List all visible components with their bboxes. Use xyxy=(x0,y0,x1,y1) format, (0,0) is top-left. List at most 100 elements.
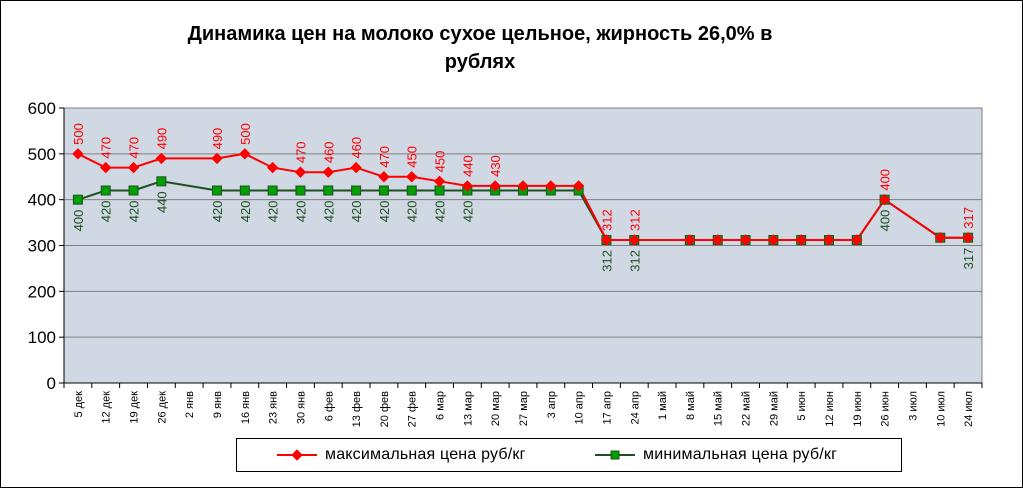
x-tick-label: 27 фев xyxy=(407,391,419,427)
data-label-min: 420 xyxy=(238,201,253,223)
point-max xyxy=(239,148,251,160)
point-max xyxy=(712,234,724,246)
x-tick-label: 15 май xyxy=(713,391,725,426)
point-min xyxy=(239,185,250,196)
data-label-max: 440 xyxy=(460,155,475,177)
chart-title-line-1: Динамика цен на молоко сухое цельное, жи… xyxy=(187,23,773,45)
x-tick-label: 5 дек xyxy=(73,391,85,418)
x-tick-label: 30 янв xyxy=(295,391,307,424)
data-label-max: 450 xyxy=(433,151,448,173)
data-label-min: 400 xyxy=(878,210,893,232)
x-tick-label: 3 июл xyxy=(907,391,919,421)
y-tick-label: 100 xyxy=(28,328,56,347)
data-label-min: 420 xyxy=(266,201,281,223)
data-label-min: 420 xyxy=(293,201,308,223)
x-tick-label: 20 мар xyxy=(490,391,502,426)
data-label-max: 317 xyxy=(961,207,976,229)
point-max xyxy=(155,152,168,165)
point-max xyxy=(350,161,362,174)
data-label-min: 420 xyxy=(210,201,225,223)
point-min xyxy=(378,185,389,196)
data-label-max: 460 xyxy=(349,137,364,159)
x-tick-label: 6 фев xyxy=(323,391,335,421)
point-max xyxy=(962,232,974,244)
data-label-max: 470 xyxy=(99,137,114,159)
x-tick-label: 5 июн xyxy=(796,391,808,421)
point-max xyxy=(795,234,807,246)
point-max xyxy=(517,180,529,192)
x-tick-label: 13 мар xyxy=(462,391,474,426)
point-max xyxy=(767,234,780,246)
chart-title-line-2: рублях xyxy=(444,51,516,73)
point-max xyxy=(878,193,891,206)
x-tick-label: 19 дек xyxy=(129,391,141,424)
x-tick-label: 26 июн xyxy=(880,391,892,427)
point-min xyxy=(212,185,222,196)
x-tick-label: 8 май xyxy=(685,391,697,420)
data-label-max: 470 xyxy=(377,146,392,168)
data-label-max: 470 xyxy=(293,141,308,163)
x-tick-label: 24 апр xyxy=(629,391,641,424)
point-max xyxy=(934,232,946,244)
data-label-min: 420 xyxy=(321,201,336,223)
legend-label-min: минимальная цена руб/кг xyxy=(643,446,838,463)
legend-swatch-min xyxy=(595,450,635,460)
x-tick-label: 27 мар xyxy=(518,391,530,426)
point-max xyxy=(100,161,112,174)
point-min xyxy=(434,185,445,196)
point-max xyxy=(684,234,696,246)
data-label-max: 500 xyxy=(238,123,253,145)
data-label-max: 470 xyxy=(127,137,142,159)
data-label-min: 420 xyxy=(433,201,448,223)
x-tick-label: 6 мар xyxy=(435,391,447,420)
point-min xyxy=(128,185,139,196)
y-tick-label: 300 xyxy=(28,237,56,256)
data-label-min: 420 xyxy=(405,201,420,223)
legend-item-min: минимальная цена руб/кг xyxy=(595,439,837,471)
data-label-min: 420 xyxy=(99,201,114,223)
point-max xyxy=(628,234,640,246)
x-tick-label: 17 апр xyxy=(601,391,613,424)
x-tick-label: 19 июн xyxy=(852,391,864,427)
x-tick-label: 23 янв xyxy=(268,391,280,424)
x-tick-label: 24 июл xyxy=(963,391,975,427)
x-tick-label: 20 фев xyxy=(379,391,391,427)
point-max xyxy=(545,180,557,192)
legend: максимальная цена руб/кг минимальная цен… xyxy=(236,438,902,472)
point-max xyxy=(211,152,223,165)
data-label-min: 312 xyxy=(627,250,642,272)
y-tick-label: 200 xyxy=(28,282,56,301)
point-max xyxy=(851,234,863,246)
legend-swatch-max xyxy=(277,449,317,461)
y-tick-label: 600 xyxy=(28,99,56,118)
point-max xyxy=(127,161,140,174)
data-label-min: 312 xyxy=(599,250,614,272)
data-label-max: 460 xyxy=(321,141,336,163)
x-tick-label: 10 апр xyxy=(574,391,586,424)
point-min xyxy=(72,194,83,205)
chart-title: Динамика цен на молоко сухое цельное, жи… xyxy=(90,20,870,76)
point-max xyxy=(739,234,752,246)
data-label-max: 490 xyxy=(154,128,169,150)
point-min xyxy=(351,185,362,196)
data-label-min: 440 xyxy=(154,191,169,213)
y-tick-label: 500 xyxy=(28,145,56,164)
x-tick-label: 22 май xyxy=(741,391,753,426)
point-max xyxy=(266,161,279,174)
point-max xyxy=(461,180,474,192)
legend-label-max: максимальная цена руб/кг xyxy=(325,446,526,463)
data-label-min: 317 xyxy=(961,248,976,270)
x-tick-label: 29 май xyxy=(768,391,780,426)
x-tick-label: 2 янв xyxy=(184,391,196,418)
x-tick-label: 12 дек xyxy=(101,391,113,424)
x-tick-label: 16 янв xyxy=(240,391,252,424)
x-tick-label: 12 июн xyxy=(824,391,836,427)
point-min xyxy=(295,185,306,196)
x-tick-label: 26 дек xyxy=(156,391,168,424)
point-max xyxy=(322,166,334,178)
y-tick-label: 400 xyxy=(28,191,56,210)
point-max xyxy=(294,166,307,178)
x-tick-label: 13 фев xyxy=(351,391,363,427)
point-max xyxy=(72,148,84,160)
